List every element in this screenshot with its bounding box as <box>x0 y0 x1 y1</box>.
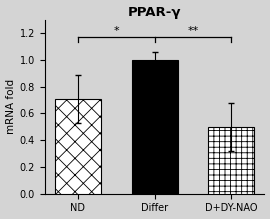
Bar <box>55 99 101 194</box>
Y-axis label: mRNA fold: mRNA fold <box>6 79 16 134</box>
Title: PPAR-γ: PPAR-γ <box>128 5 181 19</box>
Bar <box>208 127 254 194</box>
Text: **: ** <box>187 26 199 36</box>
Bar <box>131 60 178 194</box>
Text: *: * <box>113 26 119 36</box>
